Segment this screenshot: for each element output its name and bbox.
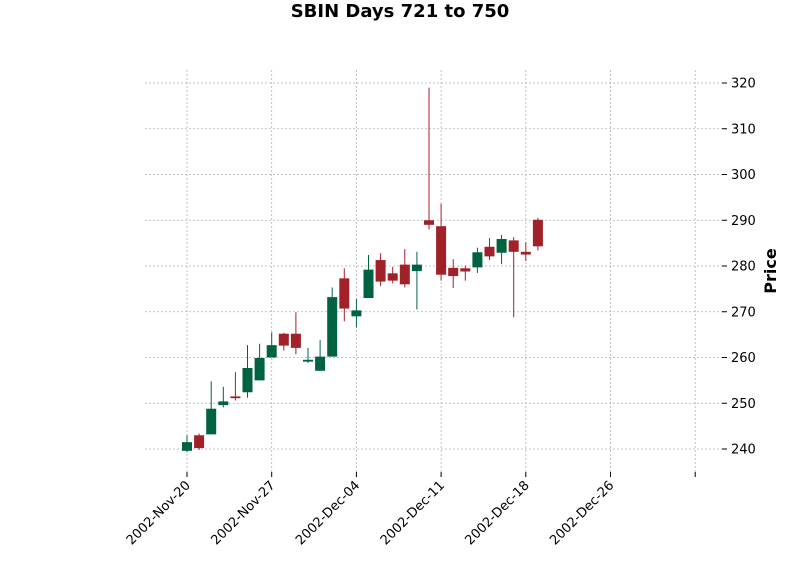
candle xyxy=(242,345,253,398)
candle xyxy=(266,332,277,358)
x-tick-label: 2002-Dec-11 xyxy=(378,478,448,548)
candle xyxy=(206,381,217,435)
y-tick-label: 260 xyxy=(731,351,756,366)
candle-body-up xyxy=(351,310,362,317)
candle xyxy=(218,386,229,408)
candle xyxy=(230,372,241,401)
candle-layer xyxy=(182,87,543,453)
candle-body-up xyxy=(315,356,326,371)
candle-body-up xyxy=(496,239,507,253)
candle xyxy=(472,247,483,273)
candle-body-down xyxy=(508,240,519,252)
candle-body-down xyxy=(424,220,434,225)
x-tick-label: 2002-Dec-04 xyxy=(293,478,363,548)
candle xyxy=(436,203,447,281)
candle-body-up xyxy=(242,368,253,393)
x-tick-label: 2002-Dec-26 xyxy=(547,478,617,548)
candle-body-down xyxy=(194,435,205,449)
x-tick-label: 2002-Dec-18 xyxy=(463,478,533,548)
y-tick-label: 310 xyxy=(731,122,756,137)
y-axis-label: Price xyxy=(761,248,780,294)
y-tick-label: 290 xyxy=(731,214,756,229)
candle-body-up xyxy=(327,297,338,357)
candle xyxy=(460,265,471,281)
candle xyxy=(315,340,326,371)
candle-body-down xyxy=(436,226,447,275)
candle xyxy=(290,312,301,355)
candle-body-down xyxy=(448,267,459,277)
candle-body-up xyxy=(363,269,374,299)
candle-body-down xyxy=(387,273,398,281)
y-axis: 240 250 260 270 280 290 300 310 320 xyxy=(722,77,756,458)
candle xyxy=(327,287,338,357)
candle xyxy=(387,266,398,284)
candle-body-down xyxy=(532,219,543,247)
candle xyxy=(448,259,459,288)
x-tick-label: 2002-Nov-27 xyxy=(209,478,279,548)
y-tick-label: 250 xyxy=(731,397,756,412)
candle xyxy=(194,433,205,450)
candle xyxy=(375,253,386,287)
candle xyxy=(508,237,519,318)
y-tick-label: 240 xyxy=(731,443,756,458)
candle xyxy=(484,238,495,261)
candle-body-up xyxy=(266,345,277,358)
y-tick-label: 270 xyxy=(731,305,756,320)
candle-body-up xyxy=(411,264,422,272)
grid-layer xyxy=(145,70,722,472)
candle xyxy=(339,268,350,322)
candle xyxy=(363,255,374,299)
candle-body-up xyxy=(218,401,229,406)
x-tick-label: 2002-Nov-20 xyxy=(124,478,194,548)
candle-body-down xyxy=(339,278,350,309)
candle xyxy=(351,298,362,328)
y-tick-label: 280 xyxy=(731,260,756,275)
candle-body-down xyxy=(520,251,531,255)
x-axis: 2002-Nov-20 2002-Nov-27 2002-Dec-04 2002-De… xyxy=(124,472,696,548)
candle xyxy=(496,234,507,265)
candle xyxy=(182,435,192,453)
candle xyxy=(424,87,434,230)
candle-body-down xyxy=(460,268,471,272)
candle-body-down xyxy=(230,396,241,399)
candle xyxy=(411,251,422,310)
candle-body-down xyxy=(484,246,495,257)
candle-body-up xyxy=(254,357,265,381)
y-tick-label: 320 xyxy=(731,77,756,92)
y-tick-label: 300 xyxy=(731,168,756,183)
candle-body-down xyxy=(375,260,386,282)
candle xyxy=(520,242,531,261)
candle-body-up xyxy=(206,408,217,435)
candle-body-down xyxy=(399,264,410,285)
candle xyxy=(278,332,289,351)
candle-body-up xyxy=(303,359,313,362)
candle-body-up xyxy=(182,442,192,451)
chart-title: SBIN Days 721 to 750 xyxy=(290,1,510,22)
candle-body-up xyxy=(472,252,483,268)
candle xyxy=(254,343,265,381)
candle xyxy=(532,217,543,251)
candle-body-down xyxy=(290,333,301,348)
candle xyxy=(399,249,410,288)
candle-body-down xyxy=(278,333,289,346)
candle xyxy=(303,347,313,363)
